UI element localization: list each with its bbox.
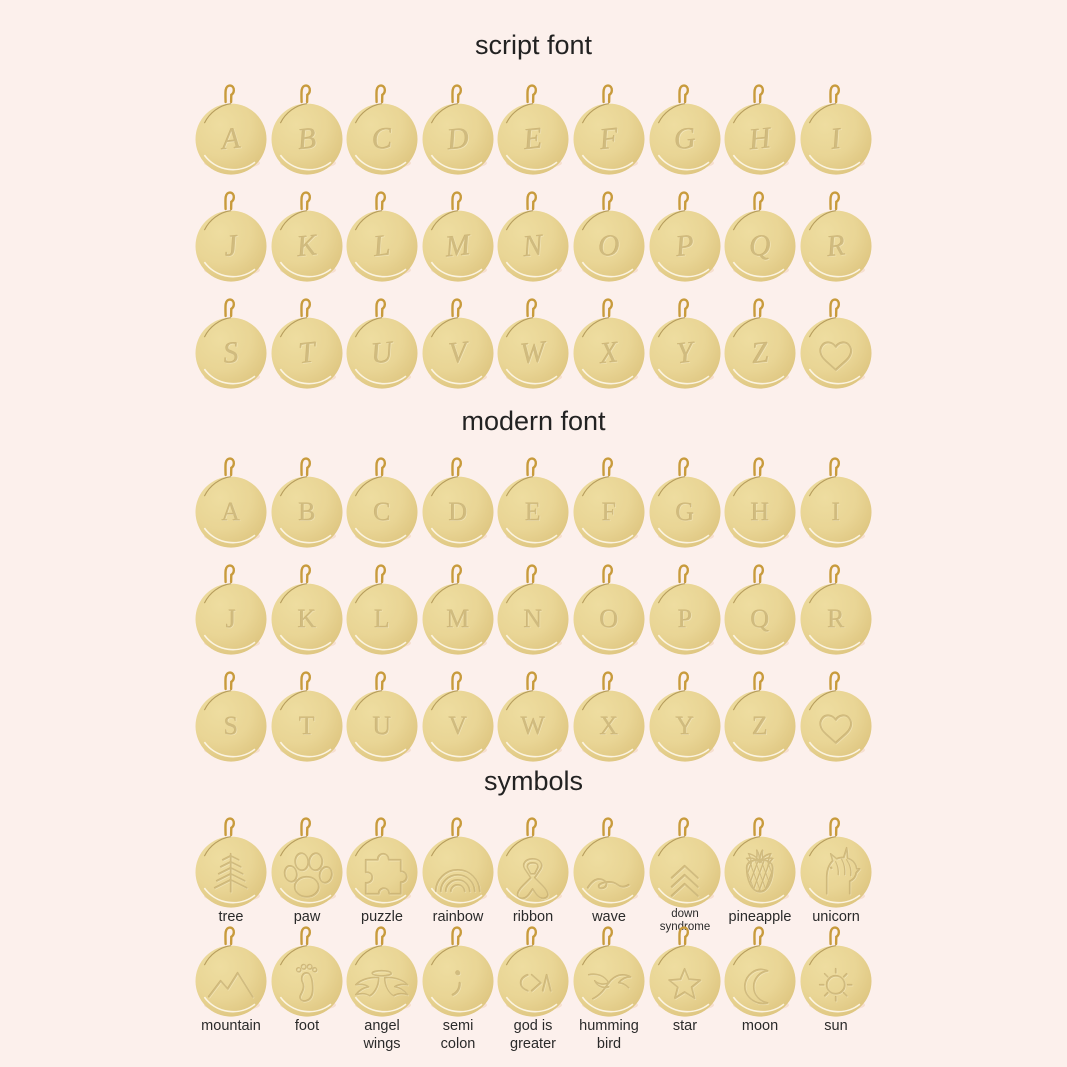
svg-text:U: U: [373, 712, 392, 741]
svg-text:Z: Z: [752, 712, 768, 741]
svg-text:H: H: [751, 498, 770, 527]
svg-text:M: M: [446, 605, 469, 634]
svg-text:Q: Q: [751, 605, 770, 634]
svg-text:Q: Q: [747, 229, 772, 264]
svg-text:K: K: [298, 605, 317, 634]
svg-text:L: L: [374, 605, 390, 634]
svg-text:E: E: [521, 122, 544, 157]
svg-text:O: O: [600, 605, 619, 634]
svg-text:G: G: [672, 122, 697, 157]
svg-text:E: E: [525, 498, 541, 527]
svg-text:T: T: [299, 712, 315, 741]
svg-text:V: V: [449, 712, 468, 741]
svg-text:B: B: [296, 122, 318, 157]
svg-text:R: R: [824, 229, 847, 264]
svg-text:B: B: [298, 498, 315, 527]
svg-text:N: N: [524, 605, 543, 634]
svg-text:S: S: [224, 712, 238, 741]
svg-text:A: A: [222, 498, 241, 527]
svg-text:J: J: [226, 605, 236, 634]
svg-text:F: F: [602, 498, 616, 527]
svg-text:L: L: [371, 229, 392, 264]
svg-text:Y: Y: [676, 712, 695, 741]
svg-text:G: G: [676, 498, 695, 527]
svg-text:P: P: [678, 605, 692, 634]
svg-text:P: P: [673, 229, 696, 264]
svg-text:I: I: [832, 498, 841, 527]
svg-text:D: D: [449, 498, 468, 527]
svg-text:W: W: [521, 712, 546, 741]
svg-text:R: R: [827, 605, 845, 634]
svg-text:C: C: [373, 498, 390, 527]
svg-text:O: O: [596, 229, 621, 264]
svg-text:D: D: [445, 122, 471, 157]
svg-text:X: X: [600, 712, 619, 741]
